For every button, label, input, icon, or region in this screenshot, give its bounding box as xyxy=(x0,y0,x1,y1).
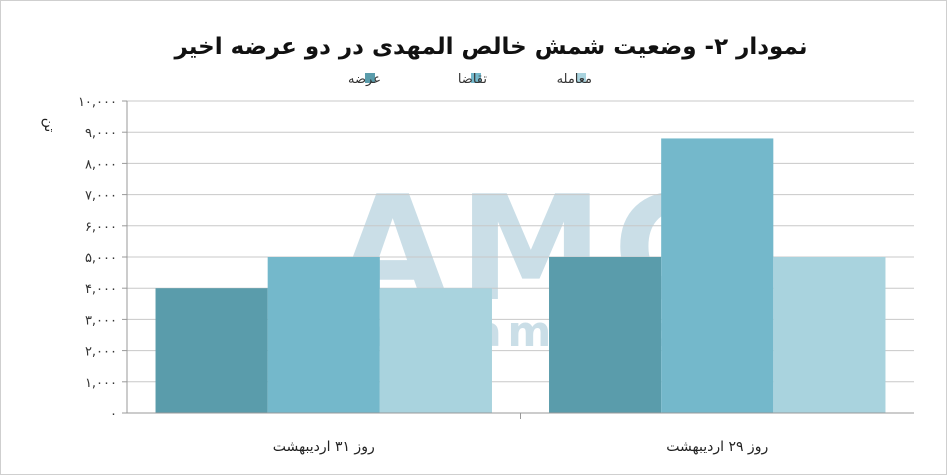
y-tick-label: ۷,۰۰۰ xyxy=(85,189,117,204)
y-tick-label: ۱۰,۰۰۰ xyxy=(78,95,117,110)
y-axis-label: تن xyxy=(41,118,57,133)
y-tick-label: ۱,۰۰۰ xyxy=(85,376,117,391)
axes: ۰ ۱,۰۰۰ ۲,۰۰۰ ۳,۰۰۰ ۴,۰۰۰ ۵,۰۰۰ ۶,۰۰۰ ۷,۰۰۰ ۸,۰۰… xyxy=(78,95,914,455)
legend-item-demand: تقاضا xyxy=(458,72,488,87)
legend-item-trade: معامله xyxy=(557,72,592,87)
legend: عرضه تقاضا معامله xyxy=(348,72,592,87)
bar xyxy=(155,288,268,413)
y-tick-label: ۵,۰۰۰ xyxy=(85,251,117,266)
chart-title: نمودار ۲- وضعیت شمش خالص المهدی در دو عر… xyxy=(173,34,807,60)
y-tick-label: ۳,۰۰۰ xyxy=(85,313,117,328)
y-tick-label: ۴,۰۰۰ xyxy=(85,282,117,297)
bar xyxy=(773,257,886,413)
legend-label-trade: معامله xyxy=(557,72,592,87)
legend-swatch-trade xyxy=(576,73,586,83)
x-tick-label: روز ۲۹ اردیبهشت xyxy=(666,439,768,455)
legend-label-demand: تقاضا xyxy=(458,72,488,87)
bar xyxy=(661,138,774,413)
y-tick-label: ۲,۰۰۰ xyxy=(85,345,117,360)
bar xyxy=(379,288,492,413)
bars xyxy=(155,138,886,413)
legend-swatch-demand xyxy=(471,73,481,83)
legend-swatch-supply xyxy=(365,73,375,83)
y-tick-label: ۶,۰۰۰ xyxy=(85,220,117,235)
x-tick-label: روز ۳۱ اردیبهشت xyxy=(273,439,375,455)
bar xyxy=(267,257,380,413)
legend-label-supply: عرضه xyxy=(348,72,381,87)
y-tick-label: ۸,۰۰۰ xyxy=(85,157,117,172)
legend-item-supply: عرضه xyxy=(348,72,381,87)
bar xyxy=(549,257,662,413)
y-tick-label: ۰ xyxy=(110,407,117,422)
y-tick-label: ۹,۰۰۰ xyxy=(85,126,117,141)
